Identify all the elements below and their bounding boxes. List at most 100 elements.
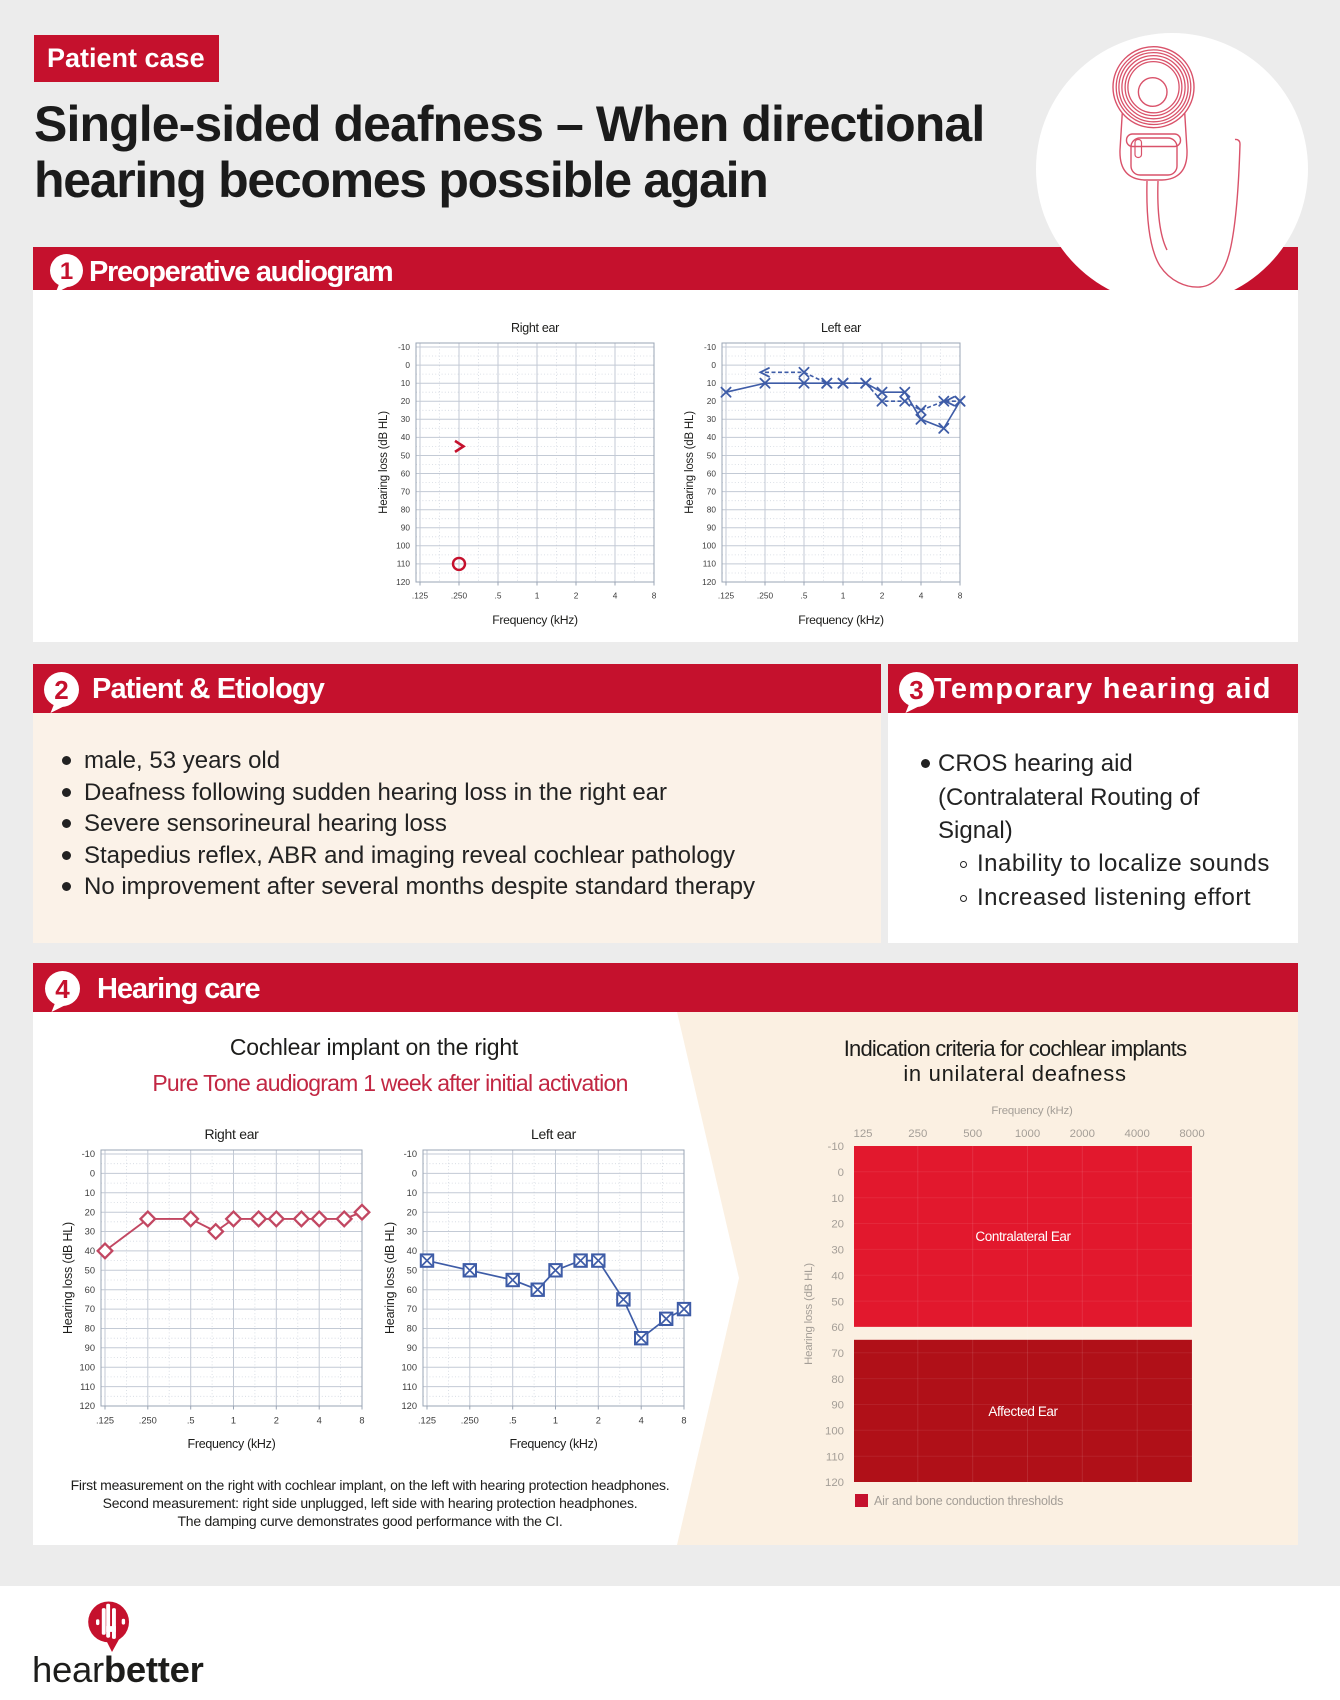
svg-text:Contralateral Ear: Contralateral Ear — [975, 1229, 1071, 1244]
svg-text:40: 40 — [707, 432, 717, 442]
svg-text:Left ear: Left ear — [821, 321, 861, 335]
svg-text:4: 4 — [919, 590, 924, 600]
svg-text:Hearing loss (dB HL): Hearing loss (dB HL) — [684, 411, 696, 514]
svg-text:1: 1 — [535, 590, 540, 600]
svg-text:0: 0 — [838, 1167, 844, 1179]
svg-text:40: 40 — [85, 1246, 95, 1256]
svg-text:30: 30 — [831, 1245, 844, 1257]
svg-text:40: 40 — [401, 432, 411, 442]
svg-text:110: 110 — [80, 1382, 95, 1392]
svg-text:120: 120 — [702, 577, 716, 587]
svg-text:20: 20 — [85, 1207, 95, 1217]
svg-text:70: 70 — [401, 486, 411, 496]
svg-text:1: 1 — [59, 258, 72, 285]
svg-text:2000: 2000 — [1070, 1128, 1095, 1140]
svg-text:80: 80 — [401, 505, 411, 515]
svg-text:.125: .125 — [418, 1415, 436, 1425]
svg-text:Hearing loss (dB HL): Hearing loss (dB HL) — [803, 1263, 815, 1365]
svg-text:4: 4 — [613, 590, 618, 600]
svg-text:20: 20 — [401, 396, 411, 406]
svg-text:10: 10 — [707, 378, 717, 388]
svg-text:Right ear: Right ear — [204, 1126, 259, 1142]
svg-text:90: 90 — [831, 1400, 844, 1412]
svg-text:20: 20 — [707, 396, 717, 406]
svg-text:8000: 8000 — [1179, 1128, 1204, 1140]
svg-text:-10: -10 — [704, 342, 716, 352]
svg-text:60: 60 — [407, 1285, 417, 1295]
svg-text:Hearing loss (dB HL): Hearing loss (dB HL) — [61, 1222, 75, 1334]
svg-text:Frequency (kHz): Frequency (kHz) — [510, 1437, 598, 1451]
svg-text:120: 120 — [396, 577, 410, 587]
svg-text:8: 8 — [652, 590, 657, 600]
svg-text:1: 1 — [841, 590, 846, 600]
svg-text:50: 50 — [831, 1296, 844, 1308]
svg-text:.5: .5 — [187, 1415, 195, 1425]
svg-text:250: 250 — [908, 1128, 927, 1140]
svg-text:-10: -10 — [82, 1149, 95, 1159]
svg-text:60: 60 — [85, 1285, 95, 1295]
svg-text:Frequency (kHz): Frequency (kHz) — [991, 1105, 1073, 1117]
svg-text:2: 2 — [574, 590, 579, 600]
svg-text:1: 1 — [553, 1415, 558, 1425]
svg-text:70: 70 — [85, 1304, 95, 1314]
svg-text:80: 80 — [707, 505, 717, 515]
svg-text:1000: 1000 — [1015, 1128, 1040, 1140]
svg-text:.250: .250 — [451, 590, 468, 600]
svg-text:120: 120 — [401, 1401, 417, 1411]
svg-text:0: 0 — [90, 1169, 95, 1179]
svg-text:50: 50 — [85, 1266, 95, 1276]
svg-text:Frequency (kHz): Frequency (kHz) — [188, 1437, 276, 1451]
svg-text:-10: -10 — [398, 342, 410, 352]
svg-text:70: 70 — [407, 1304, 417, 1314]
svg-text:.125: .125 — [96, 1415, 114, 1425]
svg-text:30: 30 — [707, 414, 717, 424]
svg-text:Left ear: Left ear — [531, 1126, 577, 1142]
svg-text:Frequency (kHz): Frequency (kHz) — [798, 613, 884, 627]
svg-text:2: 2 — [274, 1415, 279, 1425]
svg-text:Affected Ear: Affected Ear — [988, 1404, 1058, 1419]
svg-text:4000: 4000 — [1125, 1128, 1150, 1140]
svg-text:50: 50 — [401, 450, 411, 460]
svg-text:80: 80 — [407, 1324, 417, 1334]
svg-text:-10: -10 — [828, 1141, 844, 1153]
svg-text:100: 100 — [79, 1362, 95, 1372]
svg-text:Air and bone conduction thresh: Air and bone conduction thresholds — [874, 1494, 1063, 1508]
svg-text:90: 90 — [407, 1343, 417, 1353]
svg-text:20: 20 — [407, 1207, 417, 1217]
svg-text:.5: .5 — [801, 590, 808, 600]
svg-text:-10: -10 — [404, 1149, 417, 1159]
svg-text:100: 100 — [702, 541, 716, 551]
svg-text:110: 110 — [397, 559, 411, 569]
svg-text:70: 70 — [831, 1348, 844, 1360]
svg-text:10: 10 — [407, 1188, 417, 1198]
svg-text:90: 90 — [401, 523, 411, 533]
svg-text:50: 50 — [707, 450, 717, 460]
svg-text:125: 125 — [853, 1128, 872, 1140]
svg-text:80: 80 — [831, 1374, 844, 1386]
svg-text:20: 20 — [831, 1219, 844, 1231]
svg-text:110: 110 — [402, 1382, 417, 1392]
svg-text:120: 120 — [79, 1401, 95, 1411]
svg-text:110: 110 — [826, 1451, 844, 1463]
svg-text:50: 50 — [407, 1266, 417, 1276]
svg-text:30: 30 — [407, 1227, 417, 1237]
svg-text:Hearing loss (dB HL): Hearing loss (dB HL) — [383, 1222, 397, 1334]
svg-text:10: 10 — [401, 378, 411, 388]
svg-text:100: 100 — [396, 541, 410, 551]
svg-text:8: 8 — [958, 590, 963, 600]
svg-text:60: 60 — [401, 468, 411, 478]
svg-text:90: 90 — [85, 1343, 95, 1353]
svg-text:Frequency (kHz): Frequency (kHz) — [492, 613, 578, 627]
svg-text:Right ear: Right ear — [511, 321, 559, 335]
svg-text:30: 30 — [401, 414, 411, 424]
svg-text:8: 8 — [359, 1415, 364, 1425]
svg-text:110: 110 — [703, 559, 717, 569]
svg-text:80: 80 — [85, 1324, 95, 1334]
svg-text:0: 0 — [412, 1169, 417, 1179]
svg-text:100: 100 — [401, 1362, 417, 1372]
svg-text:120: 120 — [825, 1477, 844, 1489]
svg-text:70: 70 — [707, 486, 717, 496]
svg-text:60: 60 — [707, 468, 717, 478]
svg-text:8: 8 — [681, 1415, 686, 1425]
svg-text:.250: .250 — [461, 1415, 479, 1425]
